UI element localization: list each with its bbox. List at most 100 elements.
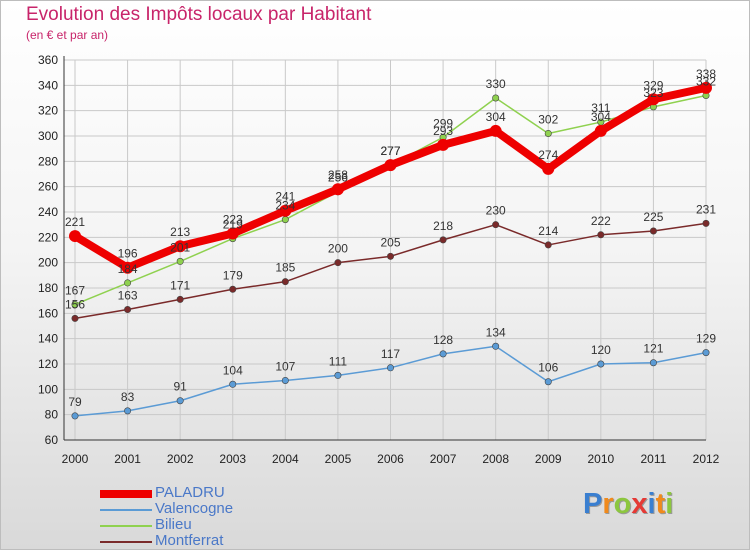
axes: 60 80 100 120 140 160 180 200 220 240 260 280 300 320… <box>38 53 720 466</box>
legend-label: Montferrat <box>155 532 224 549</box>
y-tick-label: 160 <box>38 306 58 320</box>
y-tick-label: 320 <box>38 104 58 118</box>
data-point-valencogne <box>649 359 657 367</box>
data-label-valencogne: 129 <box>696 332 716 346</box>
data-point-paladru <box>594 124 607 137</box>
data-point-valencogne <box>492 342 500 350</box>
data-label-montferrat: 214 <box>538 224 558 238</box>
y-tick-label: 100 <box>38 382 58 396</box>
data-point-valencogne <box>71 412 79 420</box>
data-label-bilieu: 167 <box>65 283 85 297</box>
y-tick-label: 140 <box>38 332 58 346</box>
data-point-valencogne <box>229 380 237 388</box>
y-tick-label: 360 <box>38 53 58 67</box>
data-point-montferrat <box>176 295 184 303</box>
data-label-valencogne: 104 <box>223 363 243 377</box>
data-point-montferrat <box>702 219 710 227</box>
data-point-bilieu <box>124 279 132 287</box>
chart-title: Evolution des Impôts locaux par Habitant <box>26 4 372 25</box>
data-point-bilieu <box>176 257 184 265</box>
data-label-bilieu: 323 <box>643 86 663 100</box>
data-point-paladru <box>69 230 81 243</box>
data-point-valencogne <box>597 360 605 368</box>
x-tick-label: 2002 <box>167 452 194 466</box>
legend-swatch <box>100 509 152 511</box>
data-label-montferrat: 171 <box>170 278 190 292</box>
data-label-montferrat: 231 <box>696 202 716 216</box>
data-label-montferrat: 200 <box>328 242 348 256</box>
data-label-bilieu: 201 <box>170 240 190 254</box>
x-tick-label: 2005 <box>325 452 352 466</box>
data-point-valencogne <box>544 378 552 386</box>
data-label-valencogne: 117 <box>381 347 400 361</box>
series-group <box>69 81 712 420</box>
y-tick-label: 280 <box>38 154 58 168</box>
data-point-bilieu <box>492 94 500 102</box>
data-point-montferrat <box>71 314 79 322</box>
data-point-paladru <box>647 93 660 106</box>
data-point-valencogne <box>386 364 394 372</box>
data-point-paladru <box>437 138 450 151</box>
data-label-montferrat: 205 <box>380 235 400 249</box>
y-tick-label: 340 <box>38 78 58 92</box>
data-label-paladru: 221 <box>65 215 85 229</box>
data-point-valencogne <box>334 371 342 379</box>
data-label-valencogne: 121 <box>643 342 663 356</box>
x-tick-label: 2000 <box>62 452 89 466</box>
data-label-paladru: 223 <box>223 213 243 227</box>
data-label-bilieu: 302 <box>538 112 558 126</box>
data-point-montferrat <box>124 306 132 314</box>
data-point-paladru <box>226 227 239 240</box>
legend-swatch <box>100 525 152 527</box>
data-label-montferrat: 225 <box>643 210 663 224</box>
data-point-valencogne <box>124 407 132 415</box>
data-label-montferrat: 179 <box>223 268 243 282</box>
data-point-montferrat <box>281 278 289 286</box>
data-point-valencogne <box>281 376 289 384</box>
x-tick-label: 2003 <box>219 452 246 466</box>
x-tick-label: 2006 <box>377 452 404 466</box>
data-label-paladru: 274 <box>538 148 558 162</box>
data-label-bilieu: 330 <box>486 77 506 91</box>
data-point-paladru <box>174 240 187 253</box>
data-label-valencogne: 134 <box>486 325 506 339</box>
data-point-bilieu <box>281 216 289 224</box>
data-label-montferrat: 218 <box>433 219 453 233</box>
data-label-paladru: 304 <box>591 110 611 124</box>
legend-label: Bilieu <box>155 516 192 533</box>
data-label-valencogne: 120 <box>591 343 611 357</box>
y-tick-label: 60 <box>45 433 59 447</box>
data-point-montferrat <box>492 221 500 229</box>
y-tick-label: 200 <box>38 256 58 270</box>
data-label-paladru: 293 <box>433 124 453 138</box>
y-tick-label: 300 <box>38 129 58 143</box>
data-point-paladru <box>542 162 555 175</box>
data-label-valencogne: 111 <box>329 354 348 368</box>
y-tick-label: 240 <box>38 205 58 219</box>
data-label-bilieu: 219 <box>223 218 243 232</box>
data-label-paladru: 213 <box>170 225 190 239</box>
data-point-montferrat <box>649 227 657 235</box>
legend-swatch <box>100 541 152 543</box>
y-tick-label: 80 <box>45 408 59 422</box>
x-tick-label: 2007 <box>430 452 457 466</box>
logo-letter: o <box>613 488 632 520</box>
data-point-montferrat <box>597 231 605 239</box>
y-tick-label: 120 <box>38 357 58 371</box>
data-point-paladru <box>279 204 292 217</box>
logo-letter: i <box>665 488 674 520</box>
data-point-montferrat <box>334 259 342 267</box>
data-point-paladru <box>384 159 397 172</box>
data-label-montferrat: 222 <box>591 214 611 228</box>
data-label-montferrat: 185 <box>275 261 295 275</box>
data-label-valencogne: 91 <box>173 380 187 394</box>
data-label-valencogne: 107 <box>275 359 295 373</box>
data-point-valencogne <box>439 350 447 358</box>
data-label-montferrat: 163 <box>118 289 138 303</box>
data-label-paladru: 258 <box>328 168 348 182</box>
x-tick-label: 2001 <box>114 452 141 466</box>
grid <box>64 59 707 441</box>
data-label-paladru: 277 <box>380 144 400 158</box>
